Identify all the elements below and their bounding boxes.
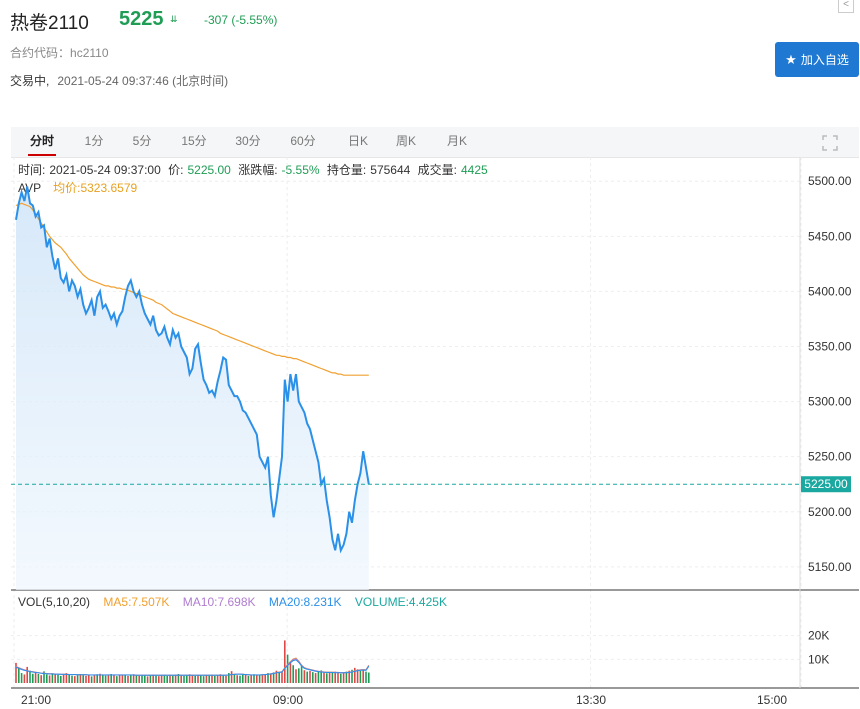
tab-1min[interactable]: 1分 <box>84 134 104 148</box>
y-tick-label: 5250.00 <box>808 450 852 464</box>
contract-code-value: hc2110 <box>70 46 109 60</box>
time-label: 时间: <box>18 163 46 177</box>
add-favorite-label: 加入自选 <box>800 53 849 67</box>
tab-60min[interactable]: 60分 <box>290 134 316 148</box>
time-axis: 21:00 09:00 13:30 15:00 <box>21 693 787 707</box>
tab-daily-k[interactable]: 日K <box>347 134 368 148</box>
vol-tick-label: 20K <box>808 629 829 643</box>
collapse-icon[interactable]: < <box>838 0 854 13</box>
price-area <box>16 186 369 590</box>
tab-30min[interactable]: 30分 <box>235 134 261 148</box>
ma5-line <box>15 657 370 676</box>
contract-code: 合约代码：hc2110 <box>10 44 109 61</box>
ma20-line <box>15 659 370 676</box>
star-icon: ★ <box>785 51 797 67</box>
volume-label: 成交量: <box>417 163 457 177</box>
current-price-badge-text: 5225.00 <box>804 477 848 491</box>
change-label: 涨跌幅: <box>238 163 278 177</box>
y-tick-label: 5300.00 <box>808 395 852 409</box>
x-tick-label: 13:30 <box>576 693 606 707</box>
volume-bars <box>15 640 370 683</box>
instrument-title: 热卷2110 <box>10 13 89 34</box>
vol-title: VOL(5,10,20) <box>18 595 91 609</box>
crosshair-info: 时间: 2021-05-24 09:37:00 价: 5225.00 涨跌幅: -5.… <box>18 161 492 178</box>
ma20-label: MA20:8.231K <box>268 595 342 609</box>
price-line <box>15 186 370 554</box>
ma5-label: MA5:7.507K <box>103 595 170 609</box>
avp-label: AVP <box>18 181 42 195</box>
tab-timeshare[interactable]: 分时 <box>26 127 58 157</box>
add-favorite-button[interactable]: ★ 加入自选 <box>775 42 859 77</box>
volume-current-label: VOLUME:4.425K <box>354 595 447 609</box>
x-tick-label: 09:00 <box>273 693 303 707</box>
avp-info: AVP 均价:5323.6579 <box>18 179 137 196</box>
oi-value: 575644 <box>370 163 411 177</box>
tab-15min[interactable]: 15分 <box>181 134 207 148</box>
status-time: 2021-05-24 09:37:46 (北京时间) <box>57 74 229 88</box>
x-tick-label: 21:00 <box>21 693 51 707</box>
volume-legend: VOL(5,10,20) MA5:7.507K MA10:7.698K MA20… <box>18 595 457 609</box>
volume-value: 4425 <box>461 163 488 177</box>
price-axis: 5500.00 5450.00 5400.00 5350.00 5300.00 5250.… <box>801 174 852 666</box>
y-tick-label: 5450.00 <box>808 229 852 243</box>
ma10-label: MA10:7.698K <box>182 595 256 609</box>
avg-price-label: 均价:5323.6579 <box>53 181 138 195</box>
oi-label: 持仓量: <box>326 163 367 177</box>
tab-monthly-k[interactable]: 月K <box>446 134 467 148</box>
down-arrow-icon: ⇊ <box>170 14 178 24</box>
change-value: -5.55% <box>281 163 320 177</box>
price-area-fill <box>16 186 369 590</box>
price-value: 5225.00 <box>187 163 231 177</box>
avg-price-line <box>15 202 369 376</box>
y-tick-label: 5200.00 <box>808 505 852 519</box>
y-tick-label: 5400.00 <box>808 284 852 298</box>
price-label: 价: <box>168 163 184 177</box>
trading-status: 交易中, 2021-05-24 09:37:46 (北京时间) <box>10 72 228 89</box>
y-tick-label: 5500.00 <box>808 174 852 188</box>
time-value: 2021-05-24 09:37:00 <box>49 163 161 177</box>
fullscreen-icon[interactable] <box>822 135 838 151</box>
y-tick-label: 5350.00 <box>808 340 852 354</box>
period-tabs: 分时 1分 5分 15分 30分 60分 日K 周K 月K <box>11 127 859 158</box>
ma10-line <box>15 658 370 676</box>
x-tick-label: 15:00 <box>757 693 787 707</box>
price-lines <box>11 186 800 554</box>
status-text: 交易中, <box>10 74 50 88</box>
tab-5min[interactable]: 5分 <box>132 134 152 148</box>
contract-code-label: 合约代码： <box>10 46 71 60</box>
price-change: -307 (-5.55%) <box>204 13 278 27</box>
tab-weekly-k[interactable]: 周K <box>395 134 416 148</box>
y-tick-label: 5150.00 <box>808 560 852 574</box>
current-price-badge <box>801 476 851 493</box>
last-price: 5225 <box>119 8 164 30</box>
vol-tick-label: 10K <box>808 652 829 666</box>
